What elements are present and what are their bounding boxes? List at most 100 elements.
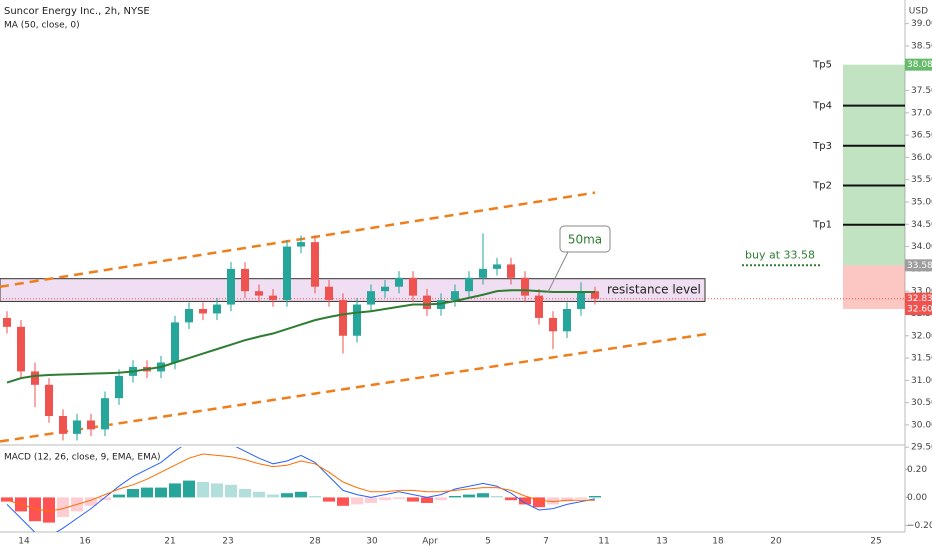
y-tick-label: 34.50 xyxy=(911,220,932,230)
layer: 29.5030.0030.5031.0031.5032.0032.5033.00… xyxy=(0,19,932,547)
candle-body xyxy=(535,295,543,318)
candle-body xyxy=(185,309,193,323)
price-badge-label: 33.58 xyxy=(907,261,932,271)
target-label: Tp3 xyxy=(812,141,832,152)
macd-tick-label: 0.00 xyxy=(907,493,927,503)
candle-body xyxy=(59,416,67,434)
macd-hist-bar xyxy=(1,497,13,502)
price-badge xyxy=(905,303,932,316)
candle-body xyxy=(465,277,473,292)
target-label: Tp5 xyxy=(812,60,832,71)
macd-hist-bar xyxy=(99,497,111,501)
x-tick-label: 13 xyxy=(656,537,667,547)
target-label: Tp4 xyxy=(812,101,832,112)
candle-body xyxy=(339,300,347,336)
candle-body xyxy=(563,309,571,332)
macd-hist-bar xyxy=(57,497,69,517)
price-badge-label: 38.08 xyxy=(907,60,932,70)
macd-hist-bar xyxy=(449,496,461,498)
price-badge-label: 32.60 xyxy=(907,305,932,315)
macd-hist-bar xyxy=(421,497,433,503)
macd-hist-bar xyxy=(183,480,195,498)
y-tick-label: 30.50 xyxy=(911,398,932,408)
entry-label: buy at 33.58 xyxy=(745,248,815,261)
macd-hist-bar xyxy=(323,497,335,502)
candle-body xyxy=(255,291,263,296)
signal-line xyxy=(6,453,595,512)
x-tick-label: 5 xyxy=(485,537,491,547)
candle-body xyxy=(325,286,333,301)
macd-hist-bar xyxy=(127,489,139,498)
macd-hist-bar xyxy=(295,491,307,498)
y-tick-label: 36.50 xyxy=(911,131,932,141)
ma-legend: MA (50, close, 0) xyxy=(4,21,80,31)
macd-hist-bar xyxy=(211,483,223,498)
macd-pane xyxy=(1,447,601,532)
candle-body xyxy=(409,277,417,296)
candle-body xyxy=(353,304,361,336)
x-tick-label: 25 xyxy=(870,537,881,547)
resistance-zone xyxy=(0,278,706,302)
y-tick-label: 37.50 xyxy=(911,86,932,96)
candle-body xyxy=(311,242,319,287)
candle-body xyxy=(521,277,529,296)
stop-zone xyxy=(843,265,905,310)
y-tick-label: 29.50 xyxy=(911,443,932,453)
macd-hist-bar xyxy=(169,483,181,498)
y-tick-label: 36.00 xyxy=(911,153,932,163)
x-tick-label: 7 xyxy=(543,537,549,547)
macd-hist-bar xyxy=(505,497,517,501)
y-tick-label: 35.00 xyxy=(911,197,932,207)
macd-hist-bar xyxy=(309,496,321,498)
target-zone xyxy=(843,64,905,266)
callout-label: 50ma xyxy=(568,233,602,247)
macd-hist-bar xyxy=(337,497,349,506)
x-tick-label: 30 xyxy=(366,537,378,547)
candle-body xyxy=(269,295,277,301)
macd-hist-bar xyxy=(253,491,265,498)
macd-hist-bar xyxy=(575,497,587,499)
macd-hist-bar xyxy=(589,496,601,498)
macd-tick-label: −0.20 xyxy=(907,521,932,531)
candle-body xyxy=(577,291,585,310)
y-tick-label: 39.00 xyxy=(911,19,932,29)
candle-body xyxy=(283,246,291,301)
candle-body xyxy=(395,277,403,287)
macd-hist-bar xyxy=(547,497,559,505)
candle-body xyxy=(367,291,375,305)
candle-body xyxy=(507,264,515,278)
candle-body xyxy=(381,286,389,292)
candle-body xyxy=(591,291,599,299)
y-tick-label: 34.00 xyxy=(911,242,932,252)
price-badge-label: 32.83 xyxy=(907,294,932,304)
macd-hist-bar xyxy=(519,497,531,505)
currency: USD xyxy=(909,7,928,17)
x-tick-label: 14 xyxy=(18,537,30,547)
macd-hist-bar xyxy=(477,493,489,498)
channel-upper xyxy=(0,191,596,288)
candle-body xyxy=(199,309,207,314)
candle-body xyxy=(87,420,95,430)
y-tick-label: 31.50 xyxy=(911,354,932,364)
price-badge xyxy=(905,259,932,272)
candle-body xyxy=(241,268,249,292)
x-tick-label: 18 xyxy=(712,537,724,547)
macd-hist-bar xyxy=(351,497,363,505)
macd-line xyxy=(6,447,596,532)
candle-body xyxy=(171,322,179,363)
macd-tick-label: 0.20 xyxy=(907,465,927,475)
candle-body xyxy=(297,242,305,247)
candle-body xyxy=(3,317,11,327)
chart-title: Suncor Energy Inc., 2h, NYSE xyxy=(4,6,150,17)
macd-hist-bar xyxy=(197,482,209,498)
ma-line xyxy=(6,289,595,384)
candle-body xyxy=(227,268,235,305)
candle-body xyxy=(479,268,487,278)
y-tick-label: 37.00 xyxy=(911,108,932,118)
x-tick-label: 28 xyxy=(309,537,321,547)
candle-body xyxy=(451,291,459,301)
macd-hist-bar xyxy=(239,489,251,498)
macd-hist-bar xyxy=(85,497,97,506)
candle-body xyxy=(73,420,81,434)
